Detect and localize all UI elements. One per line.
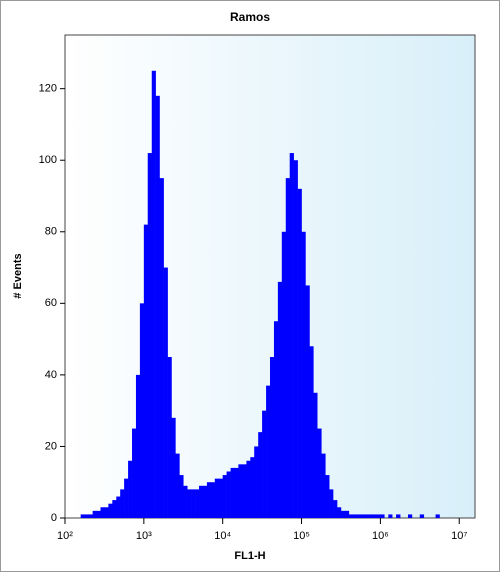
bar [175, 453, 180, 518]
bar [202, 485, 208, 518]
bar [293, 160, 298, 518]
bar [340, 510, 346, 518]
bar [104, 507, 109, 518]
bar [297, 188, 302, 518]
bar [333, 500, 338, 518]
bar [230, 467, 235, 518]
x-tick-label: 10⁶ [372, 530, 389, 542]
bar [226, 471, 231, 518]
x-axis-label: FL1-H [234, 550, 265, 562]
y-tick-label: 100 [39, 154, 57, 166]
y-tick-label: 80 [45, 226, 57, 238]
bar [143, 224, 149, 518]
bar [329, 489, 334, 518]
bar [325, 475, 330, 518]
bar [124, 478, 129, 518]
bar [84, 514, 90, 518]
chart-title: Ramos [230, 10, 270, 24]
x-tick-label: 10⁷ [451, 530, 467, 542]
bar [234, 467, 239, 518]
bar [269, 357, 275, 518]
bar [135, 374, 141, 518]
bar [266, 385, 271, 518]
bar [139, 303, 145, 518]
bar [120, 489, 125, 518]
bar [246, 460, 251, 518]
bar [210, 482, 216, 518]
x-tick-label: 10⁵ [293, 530, 310, 542]
bar [155, 95, 160, 519]
bar [191, 489, 196, 518]
bar [151, 70, 156, 519]
bar [262, 410, 267, 518]
bar [301, 231, 306, 518]
bar [88, 514, 93, 518]
bar [218, 478, 223, 518]
bar [128, 460, 133, 518]
bar [163, 267, 168, 518]
bar [305, 285, 310, 518]
bar [356, 514, 361, 518]
bar [281, 231, 287, 518]
bar [348, 514, 354, 518]
bar [199, 485, 204, 518]
bar [147, 153, 153, 519]
bar [222, 475, 227, 518]
bar [214, 478, 220, 518]
bar [372, 514, 377, 518]
bar [380, 514, 385, 518]
y-axis-label: # Events [12, 253, 24, 298]
bar [112, 500, 117, 518]
x-tick-label: 10⁴ [214, 530, 231, 542]
bar [258, 432, 263, 518]
y-tick-label: 40 [45, 369, 57, 381]
bar [344, 510, 350, 518]
bar [80, 514, 86, 518]
bar [187, 489, 192, 518]
bar [360, 514, 365, 518]
x-tick-label: 10³ [136, 530, 152, 542]
bar [116, 496, 121, 518]
y-tick-label: 60 [45, 297, 57, 309]
bar [92, 510, 97, 518]
bar [96, 510, 101, 518]
bar [364, 514, 369, 518]
bar [250, 457, 255, 518]
bar [313, 392, 318, 518]
bar [167, 357, 172, 518]
bar [277, 281, 283, 518]
bar [108, 503, 113, 518]
y-tick-label: 120 [39, 83, 57, 95]
bar [238, 464, 243, 518]
bar [388, 514, 393, 518]
bar [159, 178, 164, 518]
bar [309, 346, 314, 518]
bar [171, 417, 176, 518]
y-tick-label: 20 [45, 440, 57, 452]
bar [273, 321, 279, 518]
bar [435, 514, 440, 518]
bar [419, 514, 425, 518]
bar [100, 507, 105, 518]
bar [337, 507, 342, 518]
bar [254, 446, 259, 518]
bar [352, 514, 358, 518]
bar [132, 428, 137, 518]
bar [183, 485, 188, 518]
bar [179, 475, 184, 518]
bar [396, 514, 401, 518]
y-tick-label: 0 [51, 512, 57, 524]
bar [368, 514, 373, 518]
bar [407, 514, 413, 518]
bar [289, 153, 294, 519]
bar [376, 514, 381, 518]
bar [321, 453, 326, 518]
bar [242, 464, 247, 518]
bar [285, 178, 291, 518]
bar [317, 428, 322, 518]
bar [195, 489, 200, 518]
x-tick-label: 10² [57, 530, 73, 542]
bar [206, 482, 212, 518]
